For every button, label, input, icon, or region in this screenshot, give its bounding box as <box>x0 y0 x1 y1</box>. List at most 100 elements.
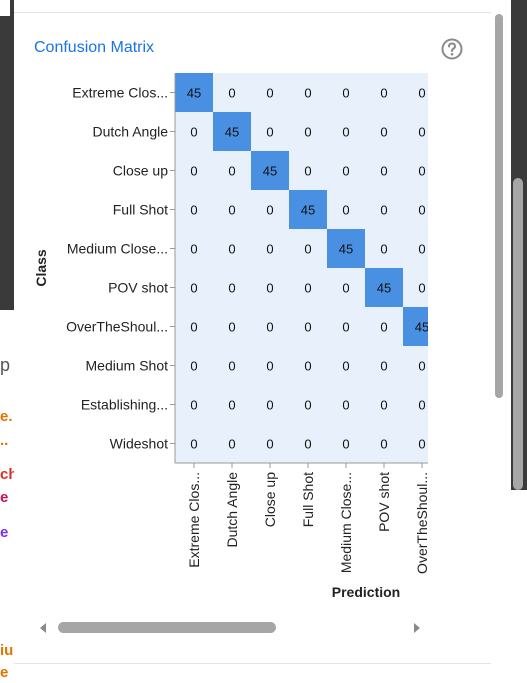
cell-value-label: 0 <box>190 359 197 374</box>
help-circle-icon[interactable] <box>441 38 463 60</box>
matrix-cell <box>327 190 365 229</box>
matrix-cell <box>327 346 365 385</box>
matrix-cell <box>289 229 327 268</box>
matrix-cell <box>365 112 403 151</box>
cell-value-label: 0 <box>266 242 273 257</box>
y-axis-title: Class <box>33 249 49 287</box>
cell-value-label: 0 <box>342 125 349 140</box>
y-tick-label: Full Shot <box>113 202 168 218</box>
cell-value-label: 0 <box>190 398 197 413</box>
matrix-cell <box>213 190 251 229</box>
y-tick-label: OverTheShoul... <box>66 319 168 335</box>
cell-value-label: 0 <box>418 437 425 452</box>
matrix-cell <box>175 112 213 151</box>
cell-value-label: 0 <box>266 125 273 140</box>
matrix-cell <box>251 229 289 268</box>
matrix-cell <box>403 190 428 229</box>
matrix-cell <box>289 151 327 190</box>
matrix-cell <box>289 424 327 463</box>
cell-value-label: 0 <box>304 437 311 452</box>
x-axis-title: Prediction <box>332 584 400 600</box>
cell-value-label: 45 <box>377 281 391 296</box>
background-text-fragment: e <box>0 664 9 681</box>
matrix-cell <box>289 307 327 346</box>
cell-value-label: 0 <box>190 281 197 296</box>
cell-value-label: 0 <box>228 437 235 452</box>
scroll-left-icon[interactable] <box>40 623 46 633</box>
matrix-cell <box>251 151 289 190</box>
scroll-right-icon[interactable] <box>414 623 420 633</box>
cell-value-label: 0 <box>266 437 273 452</box>
x-tick-label: Dutch Angle <box>224 472 240 548</box>
cell-value-label: 0 <box>380 203 387 218</box>
y-tick-label: Medium Shot <box>86 358 169 374</box>
cell-value-label: 0 <box>418 203 425 218</box>
cell-value-label: 0 <box>228 203 235 218</box>
cell-value-label: 0 <box>190 437 197 452</box>
cell-value-label: 0 <box>304 281 311 296</box>
horizontal-scrollbar-thumb[interactable] <box>58 622 276 633</box>
cell-value-label: 0 <box>190 125 197 140</box>
cell-value-label: 0 <box>304 359 311 374</box>
matrix-cell <box>251 268 289 307</box>
matrix-cell <box>251 190 289 229</box>
x-tick-label: Close up <box>262 472 278 527</box>
y-tick-label: Dutch Angle <box>93 124 169 140</box>
background-text-fragment: e <box>0 489 9 506</box>
cell-value-label: 0 <box>418 125 425 140</box>
cell-value-label: 0 <box>342 437 349 452</box>
vertical-scrollbar-thumb[interactable] <box>495 14 503 398</box>
matrix-cell <box>251 346 289 385</box>
matrix-cell <box>251 112 289 151</box>
background-right-light <box>511 490 527 683</box>
cell-value-label: 0 <box>342 164 349 179</box>
cell-value-label: 0 <box>380 320 387 335</box>
cell-value-label: 0 <box>266 86 273 101</box>
cell-value-label: 45 <box>301 203 315 218</box>
matrix-cell <box>175 385 213 424</box>
matrix-cell <box>403 385 428 424</box>
matrix-cell <box>403 268 428 307</box>
matrix-cell <box>327 385 365 424</box>
matrix-cell <box>213 385 251 424</box>
background-corner <box>0 0 10 16</box>
cell-value-label: 0 <box>380 242 387 257</box>
matrix-cell <box>213 268 251 307</box>
cell-value-label: 0 <box>304 320 311 335</box>
cell-value-label: 45 <box>225 125 239 140</box>
cell-value-label: 0 <box>418 242 425 257</box>
horizontal-scrollbar[interactable] <box>38 620 424 636</box>
matrix-cell <box>365 424 403 463</box>
matrix-cell <box>365 385 403 424</box>
matrix-cell <box>365 307 403 346</box>
x-tick-label: POV shot <box>376 472 392 532</box>
outer-scrollbar-thumb[interactable] <box>513 178 523 490</box>
cell-value-label: 0 <box>266 398 273 413</box>
matrix-cell <box>213 307 251 346</box>
cell-value-label: 0 <box>228 320 235 335</box>
matrix-cell <box>327 112 365 151</box>
cell-value-label: 0 <box>228 398 235 413</box>
cell-value-label: 0 <box>190 242 197 257</box>
cell-value-label: 0 <box>228 281 235 296</box>
matrix-cell <box>175 190 213 229</box>
matrix-cell <box>213 151 251 190</box>
matrix-cell <box>365 151 403 190</box>
matrix-cell <box>365 190 403 229</box>
cell-value-label: 0 <box>380 398 387 413</box>
matrix-cell <box>403 229 428 268</box>
matrix-cell <box>403 112 428 151</box>
matrix-cell <box>213 112 251 151</box>
cell-value-label: 0 <box>190 203 197 218</box>
cell-value-label: 0 <box>266 281 273 296</box>
matrix-cell <box>175 307 213 346</box>
y-tick-label: Close up <box>113 163 168 179</box>
background-text-fragment: e. <box>0 408 13 425</box>
matrix-cell <box>175 229 213 268</box>
cell-value-label: 0 <box>380 359 387 374</box>
matrix-cell <box>289 385 327 424</box>
matrix-cell <box>213 73 251 112</box>
cell-value-label: 0 <box>266 359 273 374</box>
cell-value-label: 45 <box>187 86 201 101</box>
cell-value-label: 0 <box>342 86 349 101</box>
